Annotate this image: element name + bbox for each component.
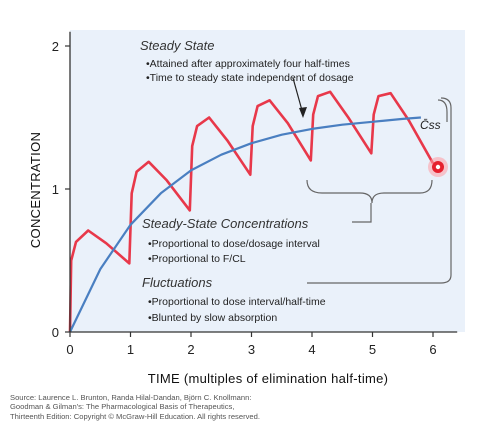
annotation-fluctuations-bullet-1: •Proportional to dose interval/half-time	[148, 296, 326, 308]
x-tick-label: 4	[308, 342, 315, 357]
annotation-fluctuations-bullet-2: •Blunted by slow absorption	[148, 312, 277, 324]
annotation-fluctuations-heading: Fluctuations	[142, 275, 213, 290]
annotation-steady-state-bullet-2: •Time to steady state independent of dos…	[146, 72, 354, 84]
source-line: Goodman & Gilman's: The Pharmacological …	[10, 402, 235, 412]
fluctuation-bracket-top	[437, 99, 448, 122]
concentration-curve-continuous	[69, 116, 421, 333]
x-tick-label: 2	[187, 342, 194, 357]
y-axis-label: CONCENTRATION	[28, 132, 43, 248]
source-line: Source: Laurence L. Brunton, Randa Hilal…	[10, 393, 252, 402]
record-dot-center-icon	[435, 164, 441, 170]
source-citation: Source: Laurence L. Brunton, Randa Hilal…	[10, 393, 450, 421]
y-tick-label: 2	[52, 39, 59, 54]
steady-state-bracket	[306, 179, 433, 204]
fluctuation-bracket	[307, 97, 452, 284]
y-tick-label: 1	[52, 182, 59, 197]
x-tick-label: 1	[127, 342, 134, 357]
css-label: C̄ss	[420, 118, 441, 132]
y-tick-label: 0	[52, 325, 59, 340]
arrow-head-icon	[299, 107, 307, 118]
annotation-steady-state-heading: Steady State	[140, 38, 214, 53]
annotation-ss-concentrations-bullet-1: •Proportional to dose/dosage interval	[148, 238, 320, 250]
x-tick-label: 0	[66, 342, 73, 357]
x-axis-label: TIME (multiples of elimination half-time…	[148, 371, 389, 386]
x-tick-label: 5	[369, 342, 376, 357]
ss-concentration-connector	[352, 203, 372, 223]
annotation-steady-state-bullet-1: •Attained after approximately four half-…	[146, 58, 350, 70]
source-line: Thirteenth Edition: Copyright © McGraw-H…	[10, 411, 260, 421]
x-tick-label: 3	[248, 342, 255, 357]
concentration-curve-repeated-dosing	[68, 90, 435, 333]
annotation-ss-concentrations-bullet-2: •Proportional to F/CL	[148, 253, 246, 265]
annotation-ss-concentrations-heading: Steady-State Concentrations	[142, 216, 309, 231]
x-tick-label: 6	[429, 342, 436, 357]
